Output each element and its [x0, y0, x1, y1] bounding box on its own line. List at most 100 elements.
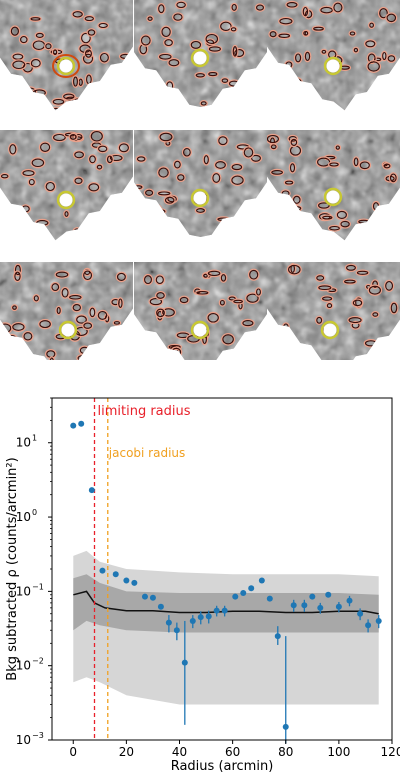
density-contour — [58, 238, 74, 241]
density-contour — [120, 239, 133, 241]
density-contour — [386, 235, 399, 241]
density-contour — [163, 195, 176, 205]
density-contour — [175, 0, 188, 10]
density-contour — [167, 57, 181, 68]
density-contour — [335, 209, 349, 221]
density-contour — [67, 293, 83, 301]
density-contour — [199, 239, 212, 246]
annotation-jacobi-radius: jacobi radius — [108, 446, 186, 460]
density-map-panel — [134, 262, 267, 360]
density-contour — [98, 51, 111, 64]
density-contour — [232, 298, 245, 305]
cluster-ring-marker — [190, 320, 210, 340]
density-contour — [230, 162, 244, 172]
data-point — [157, 603, 164, 610]
density-contour — [363, 39, 377, 49]
density-contour — [97, 21, 110, 30]
y-axis-label: Bkg subtracted ρ (counts/arcmin²) — [5, 457, 20, 680]
y-tick-exponent: −1 — [32, 582, 44, 591]
density-contour — [221, 332, 236, 346]
density-contour — [96, 309, 109, 322]
density-contour — [302, 29, 310, 37]
density-contour — [150, 336, 158, 347]
density-contour — [61, 92, 76, 101]
density-contour — [386, 86, 400, 99]
density-contour — [222, 111, 234, 119]
density-contour — [276, 108, 291, 111]
y-tick-label: 10 — [16, 510, 31, 524]
data-point — [173, 627, 180, 634]
data-point — [141, 593, 148, 600]
density-contour — [109, 203, 120, 212]
y-tick-exponent: 0 — [32, 508, 37, 517]
density-contour — [110, 297, 121, 307]
density-contour — [159, 101, 174, 107]
density-contour — [88, 306, 97, 319]
data-point — [290, 602, 297, 609]
density-contour — [241, 209, 254, 222]
density-contour — [143, 188, 155, 198]
data-point — [365, 622, 372, 629]
data-point — [221, 607, 228, 614]
data-point — [189, 617, 196, 624]
density-contour — [385, 12, 398, 24]
density-contour — [95, 163, 104, 171]
density-map-panel — [0, 130, 133, 241]
density-contour — [48, 356, 56, 360]
density-contour — [371, 279, 380, 290]
density-map-panel — [267, 0, 400, 111]
density-contour — [83, 48, 94, 59]
density-contour — [272, 351, 281, 358]
density-contour — [178, 295, 190, 305]
density-contour — [386, 53, 397, 63]
density-contour — [388, 172, 398, 184]
density-contour — [171, 94, 186, 106]
density-contour — [207, 70, 219, 78]
data-point — [325, 591, 332, 598]
density-contour — [293, 52, 303, 64]
density-contour — [216, 98, 227, 107]
density-contour — [244, 212, 256, 220]
density-contour — [286, 263, 302, 276]
density-contour — [22, 330, 34, 342]
density-contour — [189, 39, 203, 51]
density-contour — [220, 77, 230, 85]
density-contour — [108, 153, 124, 163]
density-contour — [105, 154, 114, 165]
cluster-ring-marker — [56, 190, 76, 210]
density-contour — [269, 92, 280, 105]
density-contour — [38, 318, 53, 330]
density-contour — [195, 289, 210, 296]
density-contour — [230, 2, 239, 13]
density-contour — [13, 263, 23, 277]
density-contour — [51, 97, 66, 106]
cluster-center-marker — [59, 59, 73, 73]
density-contour — [347, 315, 363, 325]
density-contour — [119, 330, 128, 342]
cluster-center-marker — [61, 323, 75, 337]
density-contour — [288, 76, 303, 88]
density-contour — [32, 293, 41, 303]
data-point — [197, 614, 204, 621]
density-contour — [38, 94, 48, 107]
data-point — [375, 617, 382, 624]
density-contour — [316, 284, 333, 292]
density-contour — [254, 287, 263, 297]
density-contour — [276, 226, 285, 239]
density-contour — [213, 159, 228, 171]
annotation-limiting-radius: limiting radius — [98, 404, 191, 419]
density-contour — [44, 180, 57, 193]
density-contour — [254, 3, 266, 12]
density-contour — [282, 355, 290, 360]
density-contour — [202, 153, 211, 166]
density-contour — [163, 218, 177, 225]
density-contour — [167, 343, 182, 351]
density-contour — [115, 271, 128, 283]
y-tick-exponent: −3 — [32, 731, 44, 740]
data-point — [88, 487, 95, 494]
density-contour — [116, 297, 124, 310]
data-point — [149, 594, 156, 601]
density-contour — [389, 301, 399, 315]
density-contour — [154, 274, 166, 286]
density-contour — [29, 57, 42, 69]
